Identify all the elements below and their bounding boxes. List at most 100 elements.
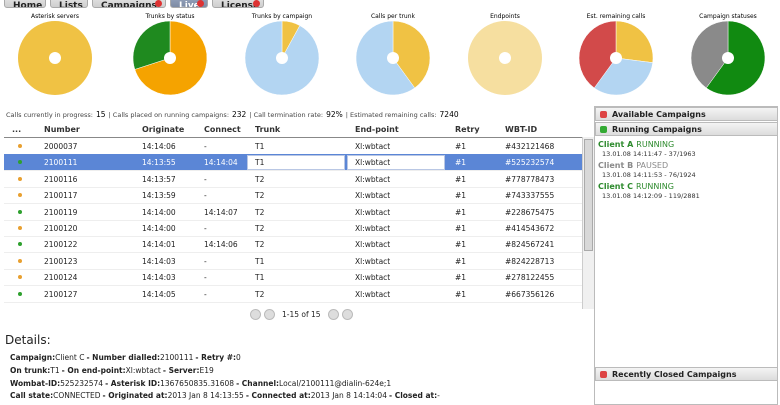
tab[interactable]: Live bbox=[170, 0, 208, 8]
status-dot bbox=[18, 291, 22, 296]
table-cell: T2 bbox=[255, 191, 265, 201]
pager-button[interactable] bbox=[264, 309, 275, 320]
pie-title: Est. remaining calls bbox=[587, 13, 646, 20]
detail-value: Client C bbox=[55, 353, 85, 362]
column-header: End-point bbox=[355, 125, 399, 134]
table-cell: #525232574 bbox=[505, 158, 555, 168]
column-header: WBT-ID bbox=[505, 125, 538, 134]
detail-label: - Retry #: bbox=[195, 353, 237, 362]
table-cell: T2 bbox=[255, 240, 265, 250]
pie-slice bbox=[132, 20, 171, 70]
tab[interactable]: Campaigns bbox=[92, 0, 166, 8]
pie-title: Campaign statuses bbox=[699, 13, 757, 20]
table-row[interactable]: 2100123 14:14:03 - T1 Xl:wbtact #1 #824228713 bbox=[4, 253, 582, 270]
table-row[interactable]: 2100117 14:13:59 - T2 Xl:wbtact #1 #743337555 bbox=[4, 187, 582, 205]
pie-title: Trunks by campaign bbox=[251, 13, 312, 20]
pie-title: Asterisk servers bbox=[31, 13, 79, 20]
pager-button[interactable] bbox=[328, 309, 339, 320]
table-cell: #1 bbox=[455, 273, 467, 283]
table-cell: 14:13:55 bbox=[142, 158, 176, 168]
status-dot bbox=[18, 176, 22, 181]
campaign-state: PAUSED bbox=[636, 161, 669, 170]
detail-label: - On end-point: bbox=[61, 365, 126, 375]
details-title: Details: bbox=[5, 333, 51, 347]
campaign-info: 13.01.08 14:12:09 - 119/2881 bbox=[602, 192, 700, 200]
detail-label: - Channel: bbox=[236, 378, 280, 388]
column-header: Trunk bbox=[255, 125, 281, 134]
table-cell: Xl:wbtact bbox=[355, 224, 391, 233]
detail-value: 2100111 bbox=[159, 353, 194, 362]
table-cell: 14:14:00 bbox=[142, 224, 176, 233]
table-row[interactable]: 2100127 14:14:05 - T2 Xl:wbtact #1 #667356126 bbox=[4, 286, 582, 303]
table-row[interactable]: 2100116 14:13:57 - T2 Xl:wbtact #1 #778778473 bbox=[4, 171, 582, 188]
tab[interactable]: Lists bbox=[50, 0, 88, 8]
status-dot bbox=[18, 258, 22, 263]
table-cell: T2 bbox=[255, 289, 265, 299]
table-cell: Xl:wbtact bbox=[355, 207, 391, 217]
icon bbox=[600, 111, 607, 118]
table-cell: - bbox=[204, 256, 207, 266]
table-cell: #778778473 bbox=[505, 174, 555, 184]
detail-value: CONNECTED bbox=[53, 391, 101, 401]
detail-value: - bbox=[437, 391, 440, 401]
panel-header[interactable]: Available Campaigns bbox=[595, 107, 778, 121]
table-cell: T1 bbox=[255, 158, 265, 168]
table-cell: T1 bbox=[255, 142, 265, 151]
table-cell: Xl:wbtact bbox=[355, 142, 391, 151]
pagination: 1-15 of 15 bbox=[250, 309, 360, 321]
detail-value: 2013 Jan 8 14:14:04 bbox=[310, 391, 387, 401]
column-header: ... bbox=[12, 125, 22, 134]
table-row[interactable]: 2100122 14:14:01 14:14:06 T2 Xl:wbtact #1 #824… bbox=[4, 236, 582, 254]
detail-label: - Asterisk ID: bbox=[105, 378, 161, 388]
table-cell: - bbox=[204, 224, 207, 233]
pie-slice bbox=[355, 20, 416, 96]
tab-label: Live bbox=[179, 1, 200, 8]
panel-header[interactable]: Recently Closed Campaigns bbox=[595, 367, 778, 381]
table-cell: #824567241 bbox=[505, 240, 555, 250]
table-cell: #414543672 bbox=[505, 224, 555, 233]
table-row[interactable]: 210012814:14:0714:14:07T2Xl:wbtact#1#511… bbox=[4, 302, 582, 306]
detail-value: E19 bbox=[199, 365, 214, 375]
table-cell: 2100123 bbox=[44, 256, 78, 266]
table-row[interactable]: 2100111 14:13:55 14:14:04 T1 Xl:wbtact #1 #525… bbox=[4, 154, 582, 172]
table-cell: #278122455 bbox=[505, 273, 555, 283]
pie-hole bbox=[499, 52, 511, 64]
panel-header[interactable]: Running Campaigns bbox=[595, 122, 778, 136]
table-cell: 14:14:05 bbox=[142, 289, 176, 299]
scroll-thumb[interactable] bbox=[584, 139, 593, 251]
table-row[interactable]: 2100119 14:14:00 14:14:07 T2 Xl:wbtact #1 #228… bbox=[4, 204, 582, 221]
table-cell: - bbox=[204, 174, 207, 184]
detail-label: - Number dialled: bbox=[86, 353, 160, 362]
campaign-line: Client C RUNNING bbox=[598, 182, 674, 191]
tab[interactable]: License bbox=[212, 0, 264, 8]
icon bbox=[600, 126, 607, 133]
tab-label: Campaigns bbox=[101, 1, 157, 8]
detail-label: Call state: bbox=[10, 391, 54, 401]
stat-label: | Estimated remaining calls: bbox=[345, 111, 437, 119]
table-cell: Xl:wbtact bbox=[355, 289, 391, 299]
table-row[interactable]: 2100120 14:14:00 - T2 Xl:wbtact #1 #414543672 bbox=[4, 220, 582, 237]
scrollbar[interactable] bbox=[582, 137, 594, 309]
details-line: Call state:CONNECTED - Originated at:2013… bbox=[8, 391, 440, 400]
table-row[interactable]: 2000037 14:14:06 - T1 Xl:wbtact #1 #432121468 bbox=[4, 138, 582, 155]
table-cell: #1 bbox=[455, 240, 467, 250]
cell-box bbox=[347, 155, 445, 171]
stats-line: Calls currently in progress: 15 | Calls pl… bbox=[6, 110, 462, 119]
icon bbox=[600, 371, 607, 378]
detail-value: Local/2100111@dialin-624e;1 bbox=[279, 378, 392, 388]
pager-button[interactable] bbox=[250, 309, 261, 320]
details-line: Campaign:Client C- Number dialled:210011… bbox=[8, 353, 241, 362]
table-row[interactable]: 2100124 14:14:03 - T1 Xl:wbtact #1 #278122455 bbox=[4, 269, 582, 287]
table-cell: 2100119 bbox=[44, 207, 78, 217]
detail-label: - Connected at: bbox=[245, 391, 311, 401]
table-cell: 2100127 bbox=[44, 289, 78, 299]
pie-hole bbox=[49, 52, 61, 64]
pager-button[interactable] bbox=[342, 309, 353, 320]
pie-slice bbox=[578, 20, 617, 89]
table-cell: 14:13:59 bbox=[142, 191, 176, 201]
table-cell: - bbox=[204, 191, 207, 201]
tab[interactable]: Home bbox=[4, 0, 46, 8]
close-icon bbox=[155, 0, 162, 7]
header-text: Running Campaigns bbox=[612, 125, 702, 134]
table-cell: Xl:wbtact bbox=[355, 240, 391, 250]
